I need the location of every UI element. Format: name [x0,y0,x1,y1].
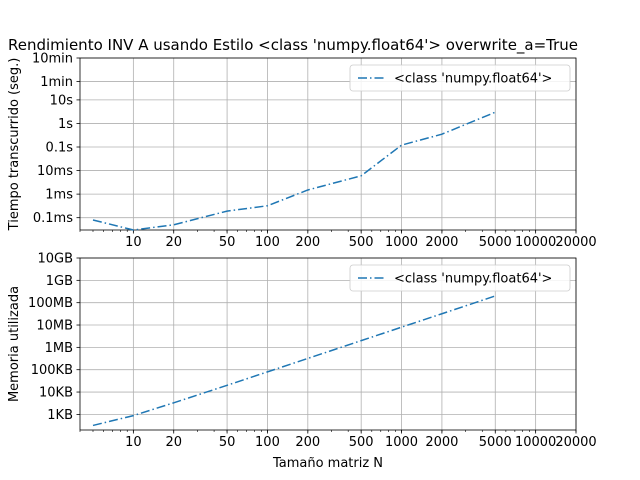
time-ytick-label: 0.1s [46,141,74,156]
time-xtick-label: 5000 [479,235,512,250]
time-ytick-label: 1min [40,75,73,90]
time-xtick-label: 100 [255,235,280,250]
memory-ytick-label: 10KB [39,386,73,401]
memory-ytick-label: 10GB [37,252,73,267]
memory-ytick-label: 100MB [28,296,73,311]
time-ytick-label: 10s [50,93,74,108]
time-xtick-label: 2000 [425,235,458,250]
time-xtick-label: 1000 [385,235,418,250]
time-xtick-label: 200 [295,235,320,250]
time-ytick-label: 0.1ms [33,211,73,226]
memory-xtick-label: 500 [349,435,374,450]
time-axes-frame [79,57,577,231]
time-xtick-label: 500 [349,235,374,250]
memory-legend-box [349,264,571,292]
memory-xtick-label: 1000 [385,435,418,450]
time-ytick-label: 1ms [45,188,73,203]
memory-legend-label: <class 'numpy.float64'> [394,272,552,287]
memory-ytick-label: 100KB [31,363,73,378]
memory-xtick-label: 2000 [425,435,458,450]
time-chart-panel: 10 20 50 100 200 500 1000 2000 5000 10000 20000 0.1… [7,36,597,250]
time-legend-label: <class 'numpy.float64'> [394,72,552,87]
memory-xtick-label: 20000 [555,435,596,450]
memory-series-line [92,295,496,427]
memory-ytick-label: 10MB [36,319,73,334]
memory-xtick-label: 5000 [479,435,512,450]
memory-xtick-label: 20 [165,435,182,450]
memory-xtick-label: 50 [219,435,236,450]
memory-xtick-label: 10 [125,435,142,450]
time-ytick-label: 1s [58,117,73,132]
time-xtick-label: 50 [219,235,236,250]
time-ytick-label: 10ms [37,164,73,179]
time-xtick-label: 20 [165,235,182,250]
memory-y-axis-label: Memoria utilizada [7,286,22,402]
time-legend-box [349,64,571,92]
memory-ytick-label: 1KB [47,408,73,423]
time-y-axis-label: Tiempo transcurrido (seg.) [7,58,22,232]
time-xtick-label: 20000 [555,235,596,250]
memory-chart-panel: 10 20 50 100 200 500 1000 2000 5000 10000 20000 1KB… [7,252,597,472]
time-series-line [92,111,496,231]
memory-axes-frame [79,257,577,431]
memory-xtick-label: 100 [255,435,280,450]
memory-ytick-label: 1GB [46,274,73,289]
memory-x-axis-label: Tamaño matriz N [272,456,383,471]
time-chart-title: Rendimiento INV A usando Estilo <class '… [8,36,578,55]
time-ytick-label: 10min [32,52,73,67]
memory-ytick-label: 1MB [45,341,73,356]
time-xtick-label: 10000 [515,235,556,250]
memory-xtick-label: 200 [295,435,320,450]
time-xtick-label: 10 [125,235,142,250]
memory-xtick-label: 10000 [515,435,556,450]
